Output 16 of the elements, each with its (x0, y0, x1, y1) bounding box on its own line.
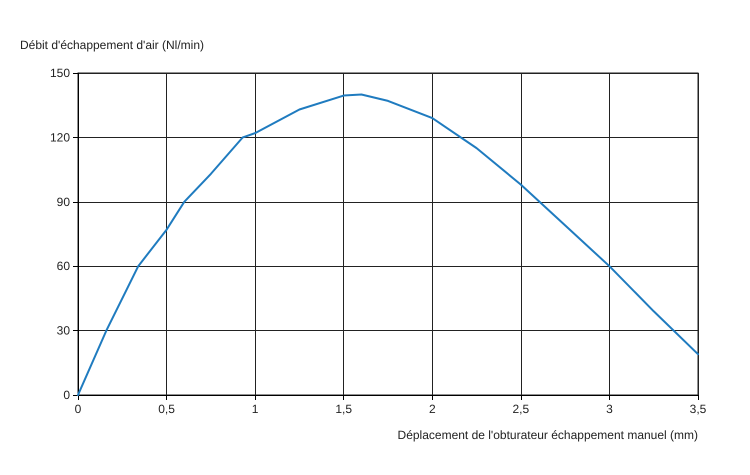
y-tick-label: 120 (50, 130, 70, 144)
x-tick-label: 3,5 (690, 402, 707, 416)
y-tick-label: 30 (56, 324, 70, 338)
x-tick-label: 3 (606, 402, 614, 416)
y-axis-title: Débit d'échappement d'air (Nl/min) (20, 38, 204, 52)
x-tick-label: 2 (428, 402, 436, 416)
x-tick-label: 0,5 (158, 402, 176, 416)
y-tick-label: 90 (56, 194, 70, 209)
x-tick-label: 1,5 (335, 402, 352, 416)
x-axis-title: Déplacement de l'obturateur échappement manuel (mm) (398, 428, 698, 442)
x-tick-label: 0 (74, 402, 82, 416)
x-tick-label: 1 (252, 402, 259, 416)
x-tick-label: 2,5 (512, 402, 530, 416)
y-tick-label: 0 (63, 388, 70, 402)
y-tick-label: 150 (50, 66, 70, 80)
y-tick-label: 60 (56, 259, 70, 274)
